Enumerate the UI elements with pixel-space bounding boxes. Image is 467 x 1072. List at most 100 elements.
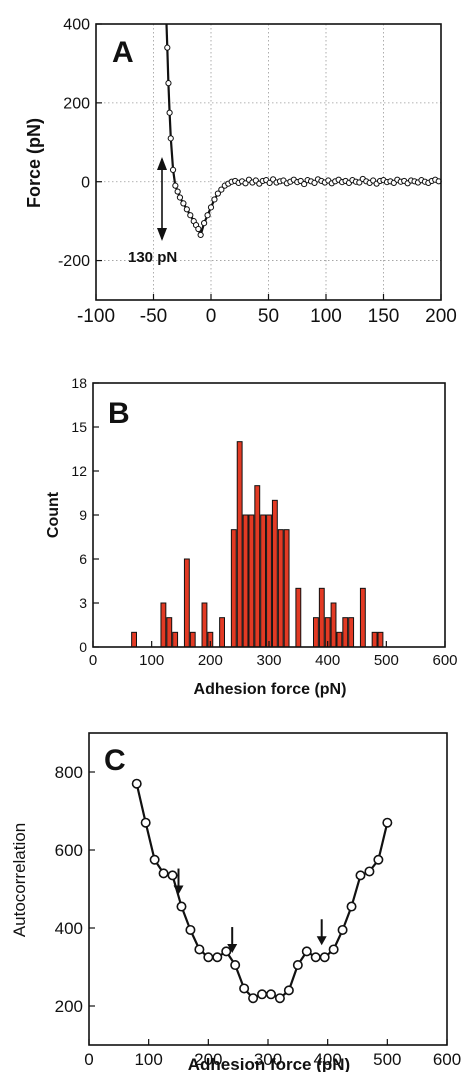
panel-b-histogram-bar — [348, 617, 355, 648]
panel-a-data-point — [165, 80, 172, 87]
panel-c-y-tick-label: 600 — [55, 841, 83, 860]
panel-c-label: C — [104, 744, 126, 777]
panel-c-data-point — [283, 985, 294, 996]
panel-a-data-point — [218, 186, 225, 193]
panel-a-data-point — [183, 206, 190, 213]
panel-c-x-axis-label: Adhesion force (pN) — [188, 1055, 350, 1072]
panel-b-histogram-bar — [219, 617, 225, 648]
panel-b-x-tick-label: 200 — [198, 652, 223, 669]
panel-a-data-point — [266, 179, 273, 186]
panel-a-label: A — [112, 36, 134, 69]
panel-b-y-tick-label: 0 — [79, 639, 87, 655]
panel-a-data-point — [169, 166, 177, 173]
panel-c-data-point — [167, 870, 178, 881]
panel-b-histogram-bar — [201, 602, 208, 648]
panel-a-data-point — [167, 135, 174, 142]
panel-b-y-tick-label: 18 — [71, 375, 87, 391]
panel-b-histogram-bar — [254, 485, 261, 648]
panel-c-data-point — [310, 952, 321, 963]
panel-b-histogram-bar — [189, 631, 196, 648]
panel-c-data-point — [212, 952, 223, 963]
panel-a-data-point — [172, 182, 179, 189]
panel-a-x-tick-label: 150 — [368, 306, 400, 327]
panel-b-y-tick-label: 12 — [71, 463, 87, 479]
panel-b-label: B — [108, 397, 130, 430]
panel-c-data-point — [257, 989, 268, 1000]
panel-c-data-point — [203, 952, 214, 963]
panel-b-histogram-bar — [271, 499, 278, 648]
panel-b-histogram-bar — [131, 631, 137, 648]
panel-c-data-point — [158, 868, 169, 879]
panel-c-x-tick-label: 200 — [194, 1050, 222, 1069]
panel-a-data-point — [195, 225, 202, 233]
panel-a-x-tick-label: 200 — [425, 306, 457, 327]
panel-b-x-tick-label: 100 — [139, 652, 164, 669]
panel-c-data-point — [230, 960, 241, 971]
panel-c-autocorrelation: 0 100 200 300 400 500 600 200 400 600 800 C Adhesi… — [10, 732, 461, 1072]
panel-b-x-tick-label: 500 — [374, 652, 399, 669]
panel-a-data-point — [356, 179, 363, 186]
panel-b-histogram-bar — [336, 631, 343, 648]
panel-b-histogram-bar — [318, 587, 325, 648]
panel-b-histogram-bar — [295, 587, 302, 648]
panel-c-x-tick-label: 400 — [313, 1050, 341, 1069]
panel-b-histogram-bar — [283, 529, 290, 648]
panel-a-force-curve: -100 -50 0 50 100 150 200 -200 0 200 400 A Force (… — [24, 17, 457, 327]
panel-c-data-point — [346, 901, 357, 912]
panel-c-x-tick-label: 100 — [134, 1050, 162, 1069]
panel-c-data-point — [221, 946, 232, 957]
panel-a-data-point — [164, 44, 171, 51]
panel-c-arrow-head — [173, 885, 184, 895]
panel-b-x-axis-label: Adhesion force (pN) — [194, 681, 347, 698]
panel-c-data-point — [149, 854, 160, 865]
panel-b-histogram-bar — [236, 441, 243, 648]
panel-c-data-point — [185, 924, 196, 935]
panel-a-x-tick-label: -50 — [140, 306, 167, 327]
panel-b-histogram-bar — [160, 602, 167, 648]
panel-c-data-point — [239, 983, 250, 994]
panel-c-data-point — [265, 989, 276, 1000]
panel-b-y-tick-label: 15 — [71, 419, 87, 435]
panel-a-y-axis-label: Force (pN) — [24, 118, 44, 208]
arrow-head-down — [157, 228, 167, 241]
panel-a-x-tick-label: 0 — [206, 306, 217, 327]
panel-b-histogram-bar — [172, 631, 179, 648]
panel-c-arrow-head — [316, 936, 327, 946]
panel-c-data-point — [319, 952, 330, 963]
panel-b-y-tick-label: 3 — [79, 595, 87, 611]
panel-a-data-point — [311, 179, 318, 186]
panel-b-histogram-bar — [266, 514, 272, 648]
panel-c-data-point — [382, 817, 393, 828]
panel-b-histogram-bar — [230, 529, 237, 648]
panel-a-annotation: 130 pN — [128, 157, 177, 266]
panel-a-y-tick-label: -200 — [58, 253, 90, 270]
panel-a-data-point — [242, 180, 249, 187]
panel-b-x-tick-label: 600 — [432, 652, 457, 669]
panel-c-data-point — [292, 960, 303, 971]
panel-c-x-tick-label: 500 — [373, 1050, 401, 1069]
panel-a-data-point — [174, 188, 181, 195]
panel-b-y-axis-label: Count — [45, 491, 62, 538]
panel-b-histogram-bar — [377, 631, 384, 648]
panel-a-data-point — [187, 212, 194, 219]
panel-c-data-point — [364, 866, 375, 877]
panel-a-x-tick-label: 50 — [258, 306, 279, 327]
panel-a-data-point — [201, 220, 208, 227]
panel-c-arrow-head — [227, 944, 238, 954]
panel-c-data-point — [373, 854, 384, 865]
panel-a-y-tick-label: 200 — [63, 95, 90, 112]
panel-b-x-tick-label: 400 — [315, 652, 340, 669]
panel-a-x-tick-label: -100 — [77, 306, 115, 327]
panel-b-histogram-bar — [248, 514, 255, 648]
panel-a-data-point — [211, 196, 218, 203]
panel-a-x-tick-label: 100 — [310, 306, 342, 327]
panel-b-histogram-bar — [183, 558, 190, 648]
panel-b-x-tick-label: 0 — [89, 652, 97, 669]
panel-c-data-point — [131, 778, 142, 789]
panel-b-y-tick-label: 9 — [79, 507, 87, 523]
panel-c-data-point — [194, 944, 205, 955]
panel-b-histogram-bar — [359, 587, 366, 648]
panel-c-y-tick-label: 800 — [55, 763, 83, 782]
panel-b-histogram-bar — [260, 514, 267, 648]
